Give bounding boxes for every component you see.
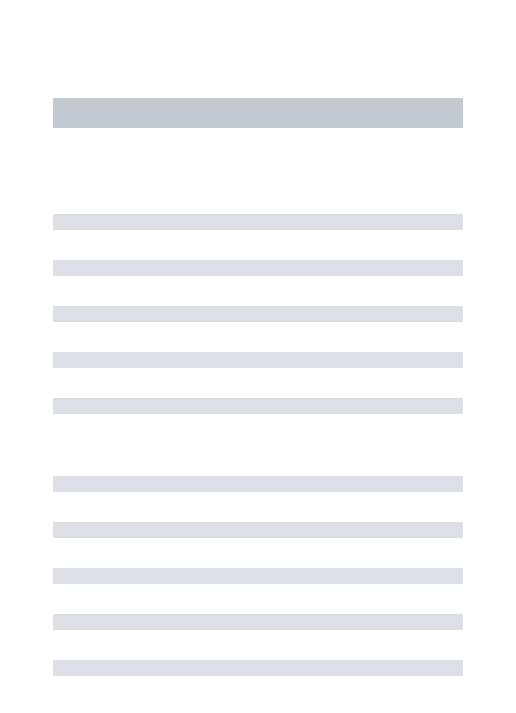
skeleton-line [53,522,463,538]
skeleton-line [53,306,463,322]
skeleton-title-bar [53,98,463,128]
skeleton-line [53,352,463,368]
skeleton-paragraph-2 [53,476,463,676]
skeleton-paragraph-1 [53,214,463,414]
skeleton-line [53,568,463,584]
skeleton-line [53,476,463,492]
skeleton-line [53,614,463,630]
skeleton-line [53,660,463,676]
skeleton-line [53,398,463,414]
skeleton-line [53,214,463,230]
skeleton-line [53,260,463,276]
